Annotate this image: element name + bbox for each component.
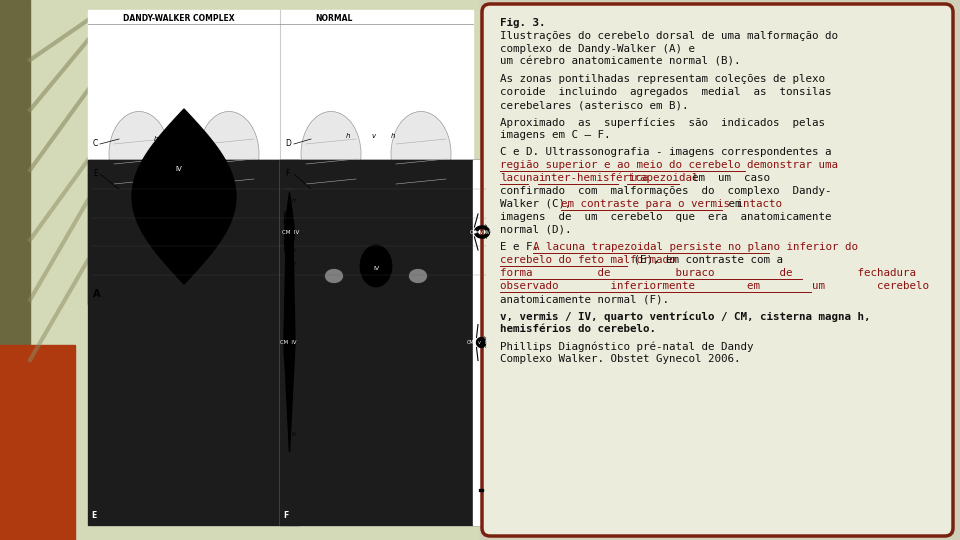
Text: h: h [346,133,350,139]
Text: anatomicamente normal (F).: anatomicamente normal (F). [500,294,669,304]
Text: h: h [199,136,204,142]
Ellipse shape [301,111,361,197]
Text: h: h [292,248,296,253]
Text: CM  IV: CM IV [279,340,296,345]
Text: CM: CM [468,340,475,345]
Bar [479,489,483,491]
Text: confirmado  com  malformações  do  complexo  Dandy-: confirmado com malformações do complexo … [500,186,831,196]
Text: cerebelares (asterisco em B).: cerebelares (asterisco em B). [500,100,688,110]
Text: E: E [91,511,96,520]
Ellipse shape [199,111,259,197]
Bar [280,160,299,525]
Text: normal (D).: normal (D). [500,225,571,235]
Text: Aproximado  as  superfícies  são  indicados  pelas: Aproximado as superfícies são indicados … [500,117,825,127]
Text: DANDY-WALKER COMPLEX: DANDY-WALKER COMPLEX [123,14,234,23]
Bar [480,0,960,540]
Text: (E), em contraste com a: (E), em contraste com a [628,255,783,265]
Ellipse shape [325,269,343,283]
Bar [0,0,30,540]
Ellipse shape [109,111,169,197]
Text: A lacuna trapezoidal persiste no plano inferior do: A lacuna trapezoidal persiste no plano i… [533,242,858,252]
Bar [280,160,491,304]
Text: v: v [480,230,483,234]
Ellipse shape [409,269,427,283]
Text: IV: IV [486,230,491,234]
Text: D: D [285,139,291,148]
Bar [88,10,473,525]
Text: IV: IV [176,166,182,172]
Text: h: h [292,261,296,266]
Text: v: v [478,340,481,345]
Polygon shape [475,226,490,238]
Ellipse shape [311,269,337,289]
Text: NORMAL: NORMAL [315,14,352,23]
Polygon shape [476,338,486,347]
Text: região superior e ao meio do cerebelo demonstrar uma: região superior e ao meio do cerebelo de… [500,160,838,170]
Text: CM: CM [470,230,478,234]
Text: C: C [91,146,97,155]
Text: C: C [93,139,98,148]
Text: em: em [722,199,741,209]
Text: D: D [283,146,289,155]
Text: h: h [484,235,488,240]
Text: h: h [483,345,487,349]
Bar [0,345,75,540]
Bar [88,160,299,525]
Text: h: h [292,432,296,437]
Text: Phillips Diagnóstico pré-natal de Dandy: Phillips Diagnóstico pré-natal de Dandy [500,341,754,352]
Text: hemisférios do cerebelo.: hemisférios do cerebelo. [500,324,656,334]
Text: inter-hemisférica: inter-hemisférica [538,173,648,183]
Bar [88,160,299,304]
Text: As zonas pontilhadas representam coleções de plexo: As zonas pontilhadas representam coleçõe… [500,74,825,84]
Ellipse shape [391,111,451,197]
Text: F: F [285,170,289,179]
Text: h: h [484,224,488,229]
Text: v: v [371,133,375,139]
Text: h: h [292,198,296,203]
Text: lacuna: lacuna [500,173,539,183]
Text: E e F.: E e F. [500,242,545,252]
Text: imagens  de  um  cerebelo  que  era  anatomicamente: imagens de um cerebelo que era anatomica… [500,212,831,222]
Text: h: h [483,336,487,341]
Text: coroide  incluindo  agregados  medial  as  tonsilas: coroide incluindo agregados medial as to… [500,87,831,97]
Text: Ilustrações do cerebelo dorsal de uma malformação do: Ilustrações do cerebelo dorsal de uma ma… [500,31,838,41]
Text: em contraste para o vermis intacto: em contraste para o vermis intacto [562,199,782,209]
Text: F: F [283,511,288,520]
Ellipse shape [118,268,146,290]
Ellipse shape [222,268,250,290]
FancyBboxPatch shape [482,4,953,536]
Text: Complexo Walker. Obstet Gynecol 2006.: Complexo Walker. Obstet Gynecol 2006. [500,354,740,364]
Text: A: A [93,289,101,299]
Text: h: h [154,136,158,142]
Text: trapezoidal: trapezoidal [628,173,699,183]
Text: imagens em C – F.: imagens em C – F. [500,130,611,140]
Text: Fig. 3.: Fig. 3. [500,18,545,28]
Text: em  um  caso: em um caso [680,173,770,183]
Text: h: h [391,133,396,139]
Polygon shape [284,192,295,272]
Text: IV: IV [372,267,379,272]
Ellipse shape [416,269,441,289]
Ellipse shape [360,245,392,287]
Text: cerebelo do feto malformado: cerebelo do feto malformado [500,255,676,265]
Text: CM  IV: CM IV [281,230,299,234]
Text: Walker (C),: Walker (C), [500,199,585,209]
Polygon shape [284,233,295,452]
Bar [280,160,491,525]
Text: observado        inferiormente        em        um        cerebelo: observado inferiormente em um cerebelo [500,281,929,291]
Bar [473,160,491,525]
Text: v, vermis / IV, quarto ventrículo / CM, cisterna magna h,: v, vermis / IV, quarto ventrículo / CM, … [500,311,871,321]
Bar [473,160,491,304]
Text: um cérebro anatomicamente normal (B).: um cérebro anatomicamente normal (B). [500,57,740,67]
Bar [280,160,299,304]
Text: complexo de Dandy-Walker (A) e: complexo de Dandy-Walker (A) e [500,44,695,54]
Text: forma          de          buraco          de          fechadura: forma de buraco de fechadura [500,268,916,278]
Text: B: B [285,289,293,299]
Polygon shape [132,109,236,284]
Text: E: E [93,170,98,179]
Text: IV: IV [484,340,489,345]
Text: C e D. Ultrassonografia - imagens correspondentes a: C e D. Ultrassonografia - imagens corres… [500,147,831,157]
